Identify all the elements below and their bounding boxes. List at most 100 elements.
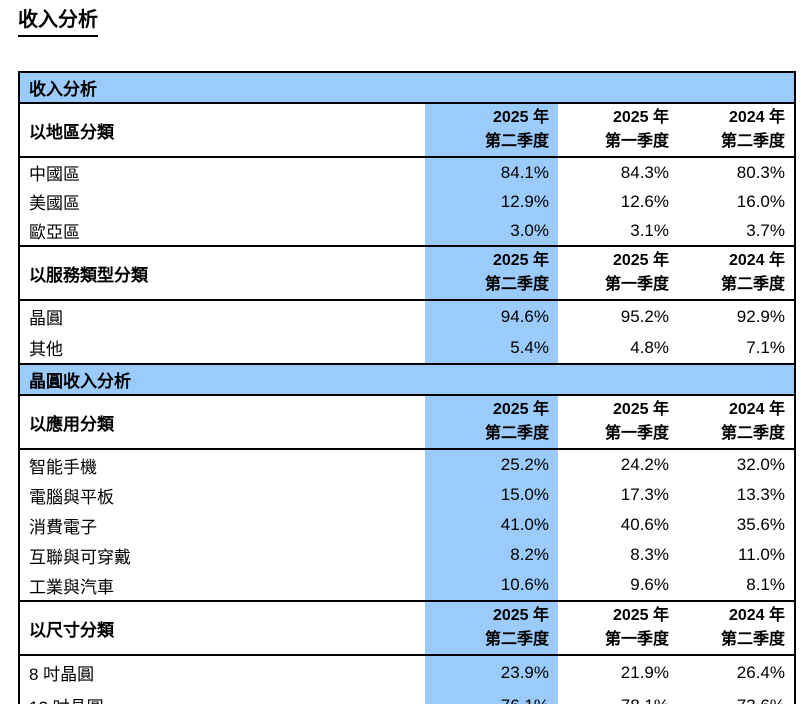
table-row-smartphone: 智能手機 25.2% 24.2% 32.0% [19, 449, 795, 480]
cell-2024-q2: 16.0% [736, 191, 785, 211]
col-header-year: 2024 年 [728, 109, 785, 126]
cell-2025-q1: 3.1% [630, 220, 669, 240]
row-label: 消費電子 [29, 517, 97, 537]
cell-2025-q2: 76.1% [425, 689, 558, 704]
cell-2025-q1: 8.3% [630, 545, 669, 564]
cell-2024-q2: 13.3% [736, 485, 785, 504]
cell-2025-q1: 24.2% [620, 455, 669, 474]
table-row-consumer-electronics: 消費電子 41.0% 40.6% 35.6% [19, 510, 795, 540]
cell-2025-q2: 3.0% [425, 216, 558, 246]
row-label: 工業與汽車 [29, 577, 114, 597]
col-header-2025-q2: 2025 年 第二季度 [425, 102, 558, 158]
table-row-usa: 美國區 12.9% 12.6% 16.0% [19, 187, 795, 216]
col-header-quarter: 第二季度 [484, 133, 549, 150]
table-row-computer-tablet: 電腦與平板 15.0% 17.3% 13.3% [19, 480, 795, 510]
cell-2024-q2: 35.6% [736, 515, 785, 534]
table-row-connectivity-wearable: 互聯與可穿戴 8.2% 8.3% 11.0% [19, 540, 795, 570]
section-header-row-size: 以尺寸分類 2025 年 第二季度 2025 年 第一季度 2024 年 第二季… [19, 600, 795, 656]
cell-2025-q1: 40.6% [620, 515, 669, 534]
section-header-row-application: 以應用分類 2025 年 第二季度 2025 年 第一季度 2024 年 第二季… [19, 394, 795, 450]
col-header-quarter: 第二季度 [720, 276, 785, 293]
col-header-year: 2025 年 [612, 109, 669, 126]
col-header-2025-q2: 2025 年 第二季度 [425, 600, 558, 656]
col-header-quarter: 第一季度 [604, 276, 669, 293]
cell-2025-q2: 5.4% [425, 332, 558, 364]
col-header-quarter: 第二季度 [720, 631, 785, 648]
col-header-year: 2024 年 [728, 607, 785, 624]
cell-2024-q2: 3.7% [746, 220, 785, 240]
cell-2024-q2: 32.0% [736, 455, 785, 474]
cell-2025-q2: 84.1% [425, 157, 558, 187]
cell-2025-q2: 12.9% [425, 187, 558, 216]
row-label: 12 吋晶圓 [19, 689, 425, 704]
col-header-year: 2024 年 [728, 401, 785, 418]
table-banner-revenue: 收入分析 [19, 71, 795, 104]
col-header-2024-q2: 2024 年 第二季度 [678, 245, 795, 301]
cell-2025-q1: 84.3% [620, 162, 669, 182]
col-header-2025-q1: 2025 年 第一季度 [558, 600, 678, 656]
page-title: 收入分析 [18, 8, 98, 37]
section-header-row-service-type: 以服務類型分類 2025 年 第二季度 2025 年 第一季度 2024 年 第… [19, 245, 795, 301]
section-label-application: 以應用分類 [19, 394, 425, 450]
col-header-2025-q1: 2025 年 第一季度 [558, 394, 678, 450]
col-header-year: 2025 年 [492, 607, 549, 624]
section-label-service-type: 以服務類型分類 [19, 245, 425, 301]
row-label: 互聯與可穿戴 [29, 547, 131, 567]
col-header-quarter: 第一季度 [604, 425, 669, 442]
col-header-2025-q1: 2025 年 第一季度 [558, 102, 678, 158]
table-row-wafer: 晶圓 94.6% 95.2% 92.9% [19, 300, 795, 332]
cell-2025-q1: 21.9% [620, 662, 669, 682]
cell-2025-q2: 23.9% [425, 655, 558, 689]
section-header-row-region: 以地區分類 2025 年 第二季度 2025 年 第一季度 2024 年 第二季… [19, 102, 795, 158]
cell-2025-q1: 9.6% [630, 575, 669, 594]
col-header-year: 2025 年 [612, 401, 669, 418]
col-header-quarter: 第二季度 [484, 631, 549, 648]
table-row-12-inch-wafer: 12 吋晶圓 76.1% 78.1% 73.6% [19, 689, 795, 704]
row-label: 歐亞區 [29, 223, 80, 242]
table-row-8-inch-wafer: 8 吋晶圓 23.9% 21.9% 26.4% [19, 655, 795, 689]
col-header-quarter: 第一季度 [604, 133, 669, 150]
col-header-2024-q2: 2024 年 第二季度 [678, 102, 795, 158]
row-label: 8 吋晶圓 [29, 665, 95, 684]
col-header-quarter: 第二季度 [484, 425, 549, 442]
section-label-size: 以尺寸分類 [19, 600, 425, 656]
col-header-year: 2025 年 [492, 109, 549, 126]
col-header-2024-q2: 2024 年 第二季度 [678, 600, 795, 656]
cell-2025-q2: 25.2% [425, 449, 558, 480]
col-header-2024-q2: 2024 年 第二季度 [678, 394, 795, 450]
col-header-2025-q1: 2025 年 第一季度 [558, 245, 678, 301]
cell-2025-q2: 41.0% [425, 510, 558, 540]
table-row-china: 中國區 84.1% 84.3% 80.3% [19, 157, 795, 187]
cell-2025-q2: 8.2% [425, 540, 558, 570]
col-header-quarter: 第二季度 [720, 133, 785, 150]
row-label: 其他 [29, 340, 63, 359]
col-header-year: 2025 年 [612, 252, 669, 269]
row-label: 晶圓 [29, 309, 63, 328]
table-row-industrial-automotive: 工業與汽車 10.6% 9.6% 8.1% [19, 570, 795, 601]
cell-2025-q2: 15.0% [425, 480, 558, 510]
row-label: 美國區 [29, 194, 80, 213]
cell-2025-q1: 95.2% [620, 306, 669, 326]
banner-wafer-label: 晶圓收入分析 [19, 363, 795, 396]
col-header-year: 2025 年 [492, 401, 549, 418]
cell-2025-q1: 78.1% [558, 689, 678, 704]
col-header-quarter: 第一季度 [604, 631, 669, 648]
col-header-2025-q2: 2025 年 第二季度 [425, 394, 558, 450]
col-header-quarter: 第二季度 [484, 276, 549, 293]
table-row-others: 其他 5.4% 4.8% 7.1% [19, 332, 795, 364]
cell-2024-q2: 11.0% [738, 545, 785, 564]
col-header-year: 2024 年 [728, 252, 785, 269]
section-label-region: 以地區分類 [19, 102, 425, 158]
banner-revenue-label: 收入分析 [19, 71, 795, 104]
table-row-eurasia: 歐亞區 3.0% 3.1% 3.7% [19, 216, 795, 246]
cell-2024-q2: 8.1% [746, 575, 785, 594]
row-label: 中國區 [29, 165, 80, 184]
table-banner-wafer-revenue: 晶圓收入分析 [19, 363, 795, 396]
cell-2025-q2: 10.6% [425, 570, 558, 601]
col-header-year: 2025 年 [612, 607, 669, 624]
row-label: 智能手機 [29, 457, 97, 477]
cell-2025-q1: 4.8% [630, 337, 669, 357]
revenue-analysis-table: 收入分析 以地區分類 2025 年 第二季度 2025 年 第一季度 2024 … [18, 71, 796, 704]
col-header-quarter: 第二季度 [720, 425, 785, 442]
cell-2025-q1: 17.3% [620, 485, 669, 504]
